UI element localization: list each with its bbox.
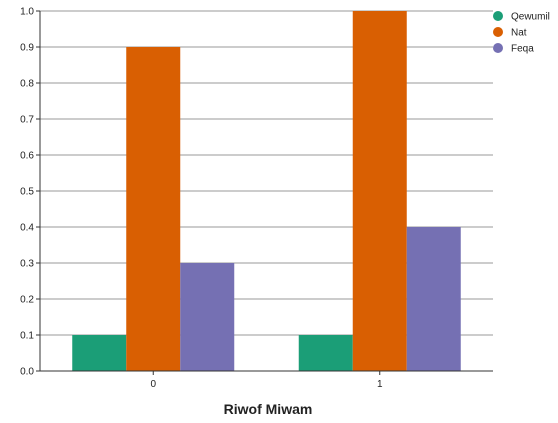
bar-feqa-0 bbox=[180, 263, 235, 371]
bar-qewumil-0 bbox=[72, 335, 127, 371]
x-tick-label: 1 bbox=[377, 379, 383, 390]
legend-label: Nat bbox=[511, 28, 527, 39]
y-tick-label: 0.8 bbox=[20, 79, 34, 90]
y-tick-label: 0.3 bbox=[20, 259, 34, 270]
y-tick-label: 0.6 bbox=[20, 151, 34, 162]
bars bbox=[72, 11, 461, 371]
y-tick-label: 0.4 bbox=[20, 223, 34, 234]
y-tick-label: 0.2 bbox=[20, 295, 34, 306]
bar-nat-1 bbox=[352, 11, 407, 371]
legend-label: Feqa bbox=[511, 44, 534, 55]
y-tick-label: 0.0 bbox=[20, 367, 34, 378]
y-tick-label: 1.0 bbox=[20, 7, 34, 18]
y-tick-label: 0.7 bbox=[20, 115, 34, 126]
y-axis-ticks: 0.0 0.1 0.2 0.3 0.4 0.5 0.6 0.7 0.8 0.9 1.0 bbox=[20, 7, 41, 378]
y-tick-label: 0.1 bbox=[20, 331, 34, 342]
x-tick-label: 0 bbox=[150, 379, 156, 390]
legend-marker bbox=[493, 27, 503, 37]
bar-qewumil-1 bbox=[298, 335, 353, 371]
legend-label: Qewumil bbox=[511, 12, 550, 23]
legend: Qewumil Nat Feqa bbox=[493, 11, 550, 55]
bar-nat-0 bbox=[126, 47, 181, 371]
legend-marker bbox=[493, 11, 503, 21]
y-tick-label: 0.9 bbox=[20, 43, 34, 54]
bar-feqa-1 bbox=[406, 227, 461, 371]
legend-marker bbox=[493, 43, 503, 53]
y-tick-label: 0.5 bbox=[20, 187, 34, 198]
x-axis-title: Riwof Miwam bbox=[224, 401, 313, 417]
